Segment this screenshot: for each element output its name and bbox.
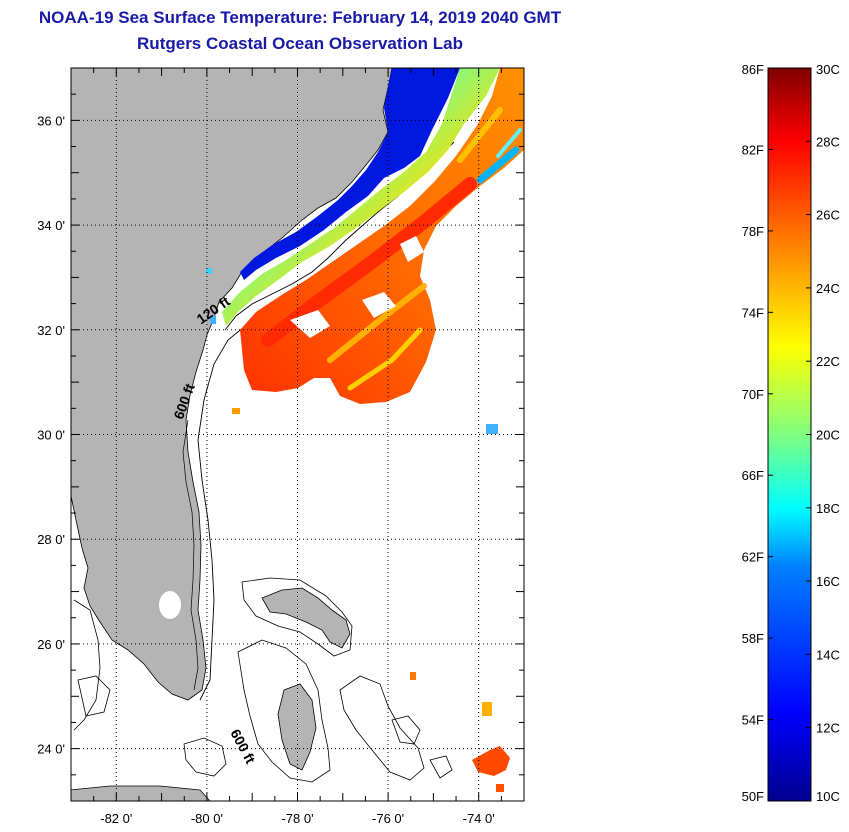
colorbar-fahrenheit-label: 74F xyxy=(742,305,764,320)
colorbar-celsius-label: 14C xyxy=(816,647,840,662)
map-title: NOAA-19 Sea Surface Temperature: Februar… xyxy=(38,8,562,27)
sst-cold-nearshore xyxy=(240,68,460,280)
colorbar-celsius-label: 10C xyxy=(816,789,840,804)
colorbar-fahrenheit-label: 54F xyxy=(742,713,764,728)
lon-tick-label: -74 0' xyxy=(463,811,495,826)
colorbar-fahrenheit-label: 86F xyxy=(742,62,764,77)
lon-tick-label: -80 0' xyxy=(191,811,223,826)
lat-tick-label: 26 0' xyxy=(37,637,65,652)
colorbar-celsius-label: 12C xyxy=(816,721,840,736)
colorbar-celsius-label: 22C xyxy=(816,354,840,369)
lat-tick-label: 34 0' xyxy=(37,218,65,233)
colorbar-fahrenheit-label: 78F xyxy=(742,224,764,239)
colorbar-fahrenheit-label: 66F xyxy=(742,468,764,483)
sst-shelf-water xyxy=(222,68,500,326)
colorbar-celsius-label: 30C xyxy=(816,62,840,77)
bathymetry-contours-bahamas xyxy=(73,577,453,783)
colorbar-celsius-label: 16C xyxy=(816,574,840,589)
colorbar-fahrenheit-label: 50F xyxy=(742,789,764,804)
lat-tick-label: 24 0' xyxy=(37,742,65,757)
bahamas-small-island xyxy=(71,785,211,801)
colorbar-fahrenheit-label: 58F xyxy=(742,631,764,646)
map-subtitle: Rutgers Coastal Ocean Observation Lab xyxy=(137,34,463,53)
lon-tick-label: -76 0' xyxy=(372,811,404,826)
sst-gulf-stream-streaks xyxy=(261,107,522,391)
lon-tick-label: -78 0' xyxy=(281,811,313,826)
colorbar-celsius-label: 28C xyxy=(816,134,840,149)
colorbar-celsius-label: 18C xyxy=(816,501,840,516)
lat-tick-label: 30 0' xyxy=(37,428,65,443)
lake-okeechobee xyxy=(159,591,181,619)
lat-tick-label: 28 0' xyxy=(37,532,65,547)
colorbar-celsius-label: 26C xyxy=(816,208,840,223)
cloud-mask xyxy=(290,236,424,338)
bahamas-grand-bahama xyxy=(261,587,351,649)
colorbar xyxy=(767,67,812,802)
lat-tick-label: 32 0' xyxy=(37,323,65,338)
colorbar-celsius-label: 24C xyxy=(816,281,840,296)
lon-tick-label: -82 0' xyxy=(100,811,132,826)
mainland-us-land xyxy=(71,68,393,701)
lat-tick-label: 36 0' xyxy=(37,113,65,128)
frame-ticks xyxy=(70,67,525,802)
contour-florida-coast xyxy=(182,419,199,691)
colorbar-fahrenheit-label: 70F xyxy=(742,387,764,402)
colorbar-fahrenheit-label: 62F xyxy=(742,550,764,565)
colorbar-fahrenheit-label: 82F xyxy=(742,142,764,157)
sst-scattered-pixels xyxy=(206,268,510,792)
colorbar-celsius-label: 20C xyxy=(816,428,840,443)
